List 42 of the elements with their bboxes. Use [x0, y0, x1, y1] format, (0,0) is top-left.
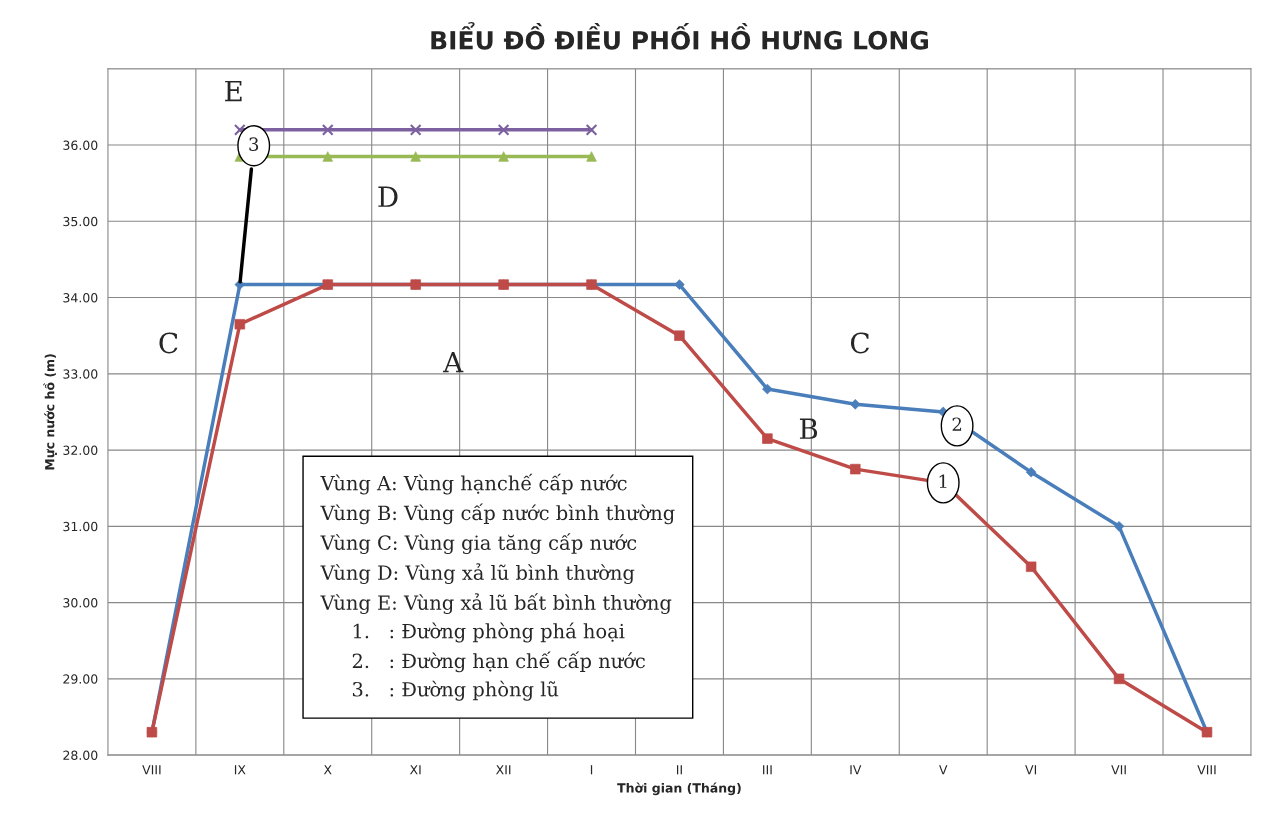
y-tick-label: 36.00: [63, 140, 98, 150]
x-tick-label: XI: [409, 765, 421, 775]
y-tick-label: 35.00: [63, 216, 98, 227]
x-tick-label: VIII: [1197, 765, 1216, 775]
annotation: 1: [939, 474, 947, 488]
annotation: C: [159, 332, 178, 354]
x-tick-label: VII: [1111, 765, 1126, 775]
annotation: 2: [952, 417, 962, 431]
y-tick-label: 28.00: [63, 750, 98, 761]
point: [233, 123, 246, 136]
point: [497, 123, 510, 136]
y-tick-label: 34.00: [63, 293, 98, 303]
point: [321, 123, 334, 136]
point: [850, 463, 861, 475]
annotation: B: [799, 418, 818, 439]
point: [1113, 673, 1125, 685]
x-tick-label: I: [590, 765, 593, 775]
y-tick-label: 30.00: [63, 598, 98, 608]
y-tick-label: 29.00: [63, 674, 98, 684]
x-tick-label: IX: [234, 765, 246, 775]
y-tick-label: 31.00: [63, 521, 98, 532]
point: [409, 123, 422, 136]
annotation: C: [850, 332, 869, 354]
y-tick-label: 33.00: [63, 369, 98, 379]
x-tick-label: III: [763, 765, 772, 775]
chart-title: BIỂU ĐỒ ĐIỀU PHỐI HỒ HƯNG LONG: [431, 22, 928, 50]
x-tick-label: VIII: [142, 765, 161, 775]
x-axis-title: Thời gian (Tháng): [617, 782, 741, 796]
annotation: A: [442, 352, 464, 373]
x-tick-label: X: [323, 765, 332, 775]
point: [585, 123, 598, 136]
y-tick-label: 32.00: [63, 445, 98, 455]
x-tick-label: XII: [496, 765, 511, 775]
x-tick-label: VI: [1025, 765, 1037, 775]
annotation: E: [225, 80, 242, 102]
annotation: Vùng A: Vùng hạnchế cấp nước Vùng B: Vùng cấp nước bình thường Vùng C: Vùng gia tăng cấp nước Vùng D: Vùng xả lũ bình thường Vùng E: Vùng xả lũ bất bình thường 1. : Đường phòng phá hoại 2. : Đường hạn chế cấp nước 3. : Đường phòng lũ: [320, 473, 675, 701]
x-tick-label: IV: [850, 765, 862, 775]
y-axis-title: Mực nước hồ (m): [43, 354, 57, 470]
x-tick-label: V: [939, 765, 948, 775]
annotation: D: [378, 186, 398, 207]
annotation: 3: [249, 137, 259, 151]
x-tick-label: II: [676, 765, 682, 775]
